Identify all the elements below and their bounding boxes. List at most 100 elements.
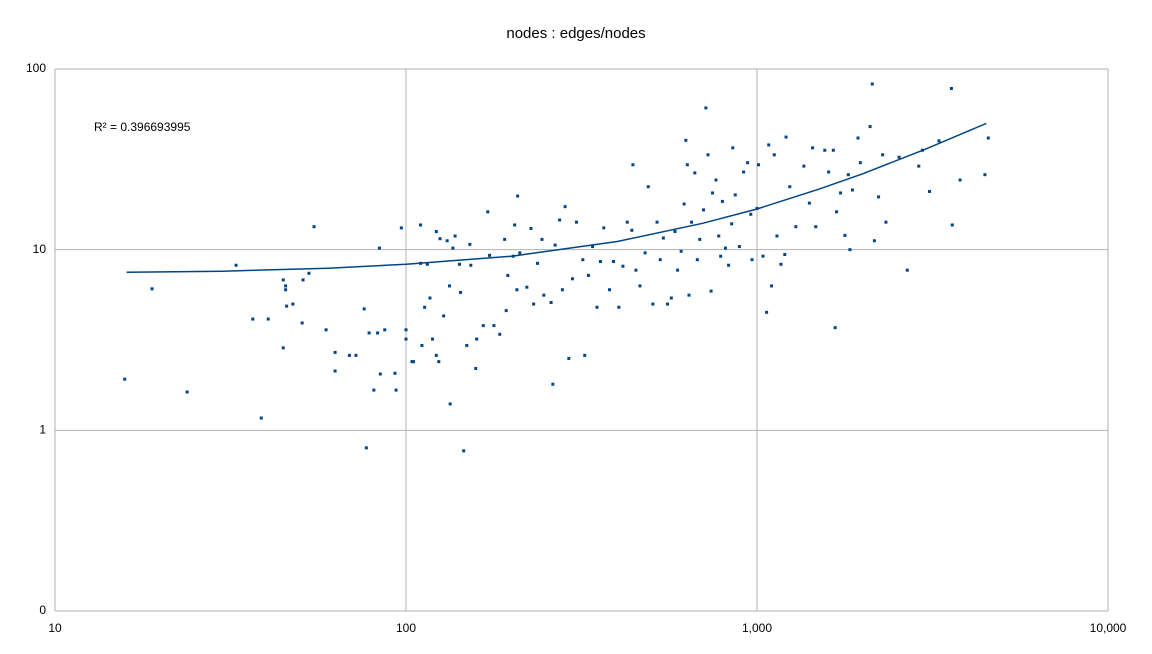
r-squared-annotation: R² = 0.396693995 <box>94 120 191 134</box>
point <box>451 246 455 250</box>
point <box>434 230 438 234</box>
point <box>488 253 492 257</box>
point <box>423 305 427 309</box>
point <box>868 125 872 129</box>
point <box>558 218 562 222</box>
point <box>698 237 702 241</box>
point <box>897 155 901 159</box>
point <box>765 310 769 314</box>
point <box>251 317 255 321</box>
x-tick-label: 10 <box>48 621 62 635</box>
point <box>757 163 761 167</box>
point <box>411 360 415 364</box>
point <box>731 146 735 150</box>
point <box>259 416 263 420</box>
point <box>856 136 860 140</box>
point <box>367 331 371 335</box>
point <box>746 161 750 165</box>
point <box>506 273 510 277</box>
point <box>858 161 862 165</box>
point <box>949 86 953 90</box>
point <box>719 254 723 258</box>
point <box>540 237 544 241</box>
point <box>835 210 839 214</box>
trendline <box>126 122 987 273</box>
point <box>551 382 555 386</box>
point <box>428 296 432 300</box>
point <box>814 225 818 229</box>
point <box>608 288 612 292</box>
point <box>937 139 941 143</box>
point <box>404 328 408 332</box>
point <box>504 309 508 313</box>
point <box>372 388 376 392</box>
point <box>364 446 368 450</box>
point <box>567 356 571 360</box>
point <box>602 226 606 230</box>
point <box>666 302 670 306</box>
point <box>185 390 189 394</box>
point <box>833 326 837 330</box>
point <box>669 296 673 300</box>
y-tick-label: 100 <box>26 61 46 75</box>
point <box>529 226 533 230</box>
point <box>646 185 650 189</box>
point <box>733 193 737 197</box>
point <box>383 328 387 332</box>
point <box>445 239 449 243</box>
point <box>779 262 783 266</box>
point <box>438 237 442 241</box>
point <box>839 191 843 195</box>
point <box>905 268 909 272</box>
point <box>611 260 615 264</box>
point <box>655 220 659 224</box>
point <box>625 220 629 224</box>
point <box>425 262 429 266</box>
point <box>362 307 366 311</box>
point <box>621 264 625 268</box>
point <box>281 278 285 282</box>
point <box>634 268 638 272</box>
y-tick-label: 1 <box>39 423 46 437</box>
point <box>693 171 697 175</box>
point <box>843 233 847 237</box>
point <box>958 178 962 182</box>
point <box>434 353 438 357</box>
point <box>598 260 602 264</box>
point <box>595 305 599 309</box>
point <box>717 234 721 238</box>
point <box>737 245 741 249</box>
point <box>462 449 466 453</box>
point <box>827 170 831 174</box>
point <box>794 225 798 229</box>
point <box>727 263 731 267</box>
point <box>448 402 452 406</box>
point <box>307 271 311 275</box>
point <box>347 353 351 357</box>
point <box>549 300 553 304</box>
point <box>714 178 718 182</box>
point <box>802 164 806 168</box>
point <box>643 251 647 255</box>
point <box>927 189 931 193</box>
point <box>465 343 469 347</box>
point <box>442 314 446 318</box>
point <box>420 343 424 347</box>
point <box>723 246 727 250</box>
point <box>870 82 874 86</box>
point <box>393 371 397 375</box>
point <box>542 293 546 297</box>
point <box>881 153 885 157</box>
x-tick-label: 100 <box>396 621 416 635</box>
point <box>333 350 337 354</box>
point <box>581 258 585 262</box>
point <box>807 201 811 205</box>
point <box>788 185 792 189</box>
point <box>823 148 827 152</box>
point <box>474 366 478 370</box>
point <box>631 163 635 167</box>
point <box>515 288 519 292</box>
point <box>658 258 662 262</box>
x-tick-label: 10,000 <box>1090 621 1127 635</box>
point <box>301 278 305 282</box>
